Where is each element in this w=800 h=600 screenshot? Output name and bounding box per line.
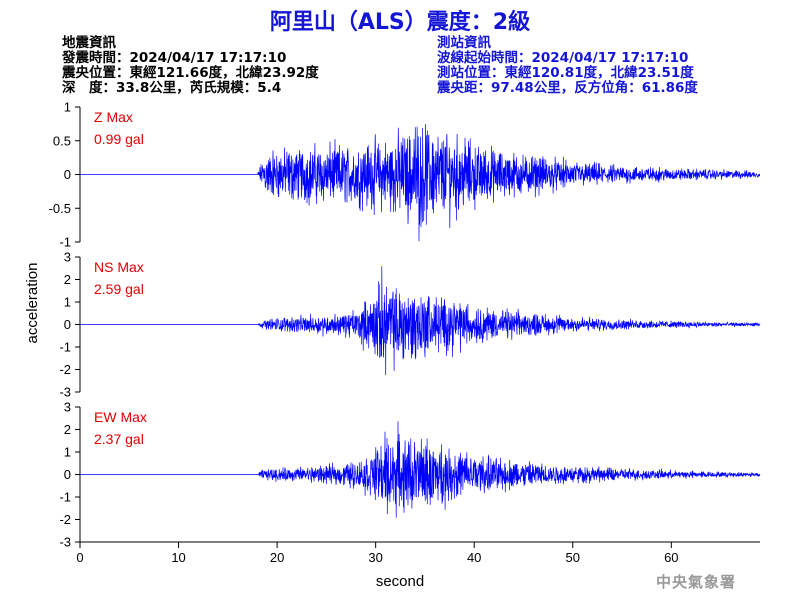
y-tick-label-ns: 2 <box>64 272 71 287</box>
x-tick-label: 0 <box>76 550 83 565</box>
epicenter-location: 震央位置：東經121.66度，北緯23.92度 <box>62 65 319 81</box>
trace-ew <box>80 421 761 518</box>
x-tick-label: 40 <box>467 550 481 565</box>
trace-z <box>80 124 761 242</box>
max-value-ns: 2.59 gal <box>94 281 144 297</box>
y-tick-label-ew: 2 <box>64 422 71 437</box>
x-axis-title: second <box>376 573 424 590</box>
y-tick-label-z: 0.5 <box>53 133 71 148</box>
max-label-ew: EW Max <box>94 409 147 425</box>
y-tick-label-ew: -2 <box>59 512 71 527</box>
y-tick-label-z: 0 <box>64 167 71 182</box>
y-tick-label-ns: 1 <box>64 295 71 310</box>
y-tick-label-ns: 3 <box>64 250 71 265</box>
y-tick-label-ns: -2 <box>59 362 71 377</box>
y-tick-label-ns: 0 <box>64 317 71 332</box>
trace-ns <box>80 266 761 376</box>
x-tick-label: 60 <box>664 550 678 565</box>
station-location: 測站位置：東經120.81度，北緯23.51度 <box>437 65 694 81</box>
chart-title: 阿里山（ALS）震度：2級 <box>269 10 531 35</box>
y-tick-label-ns: -1 <box>59 340 71 355</box>
y-tick-label-z: -0.5 <box>49 201 71 216</box>
station-info-block: 測站資訊 波線起始時間：2024/04/17 17:17:10 測站位置：東經1… <box>437 36 698 96</box>
max-value-ew: 2.37 gal <box>94 431 144 447</box>
wave-start-time: 波線起始時間：2024/04/17 17:17:10 <box>437 50 689 66</box>
max-label-ns: NS Max <box>94 259 144 275</box>
y-tick-label-ew: 0 <box>64 467 71 482</box>
y-tick-label-ew: -3 <box>59 535 71 550</box>
x-tick-label: 20 <box>270 550 284 565</box>
y-tick-label-ew: -1 <box>59 490 71 505</box>
distance-azimuth: 震央距：97.48公里，反方位角：61.86度 <box>437 80 698 96</box>
depth-magnitude: 深 度：33.8公里，芮氏規模：5.4 <box>62 80 282 96</box>
max-value-z: 0.99 gal <box>94 131 144 147</box>
y-tick-label-ew: 3 <box>64 400 71 415</box>
y-tick-label-z: -1 <box>59 235 71 250</box>
station-info-heading: 測站資訊 <box>437 35 491 51</box>
y-axis-title: acceleration <box>24 263 41 344</box>
y-tick-label-z: 1 <box>64 100 71 115</box>
origin-time: 發震時間：2024/04/17 17:17:10 <box>62 50 287 66</box>
earthquake-info-block: 地震資訊 發震時間：2024/04/17 17:17:10 震央位置：東經121… <box>62 36 319 96</box>
earthquake-info-heading: 地震資訊 <box>62 35 116 51</box>
x-tick-label: 30 <box>368 550 382 565</box>
x-tick-label: 10 <box>171 550 185 565</box>
x-tick-label: 50 <box>566 550 580 565</box>
max-label-z: Z Max <box>94 109 133 125</box>
agency-watermark: 中央氣象署 <box>656 573 737 591</box>
y-tick-label-ns: -3 <box>59 385 71 400</box>
y-tick-label-ew: 1 <box>64 445 71 460</box>
